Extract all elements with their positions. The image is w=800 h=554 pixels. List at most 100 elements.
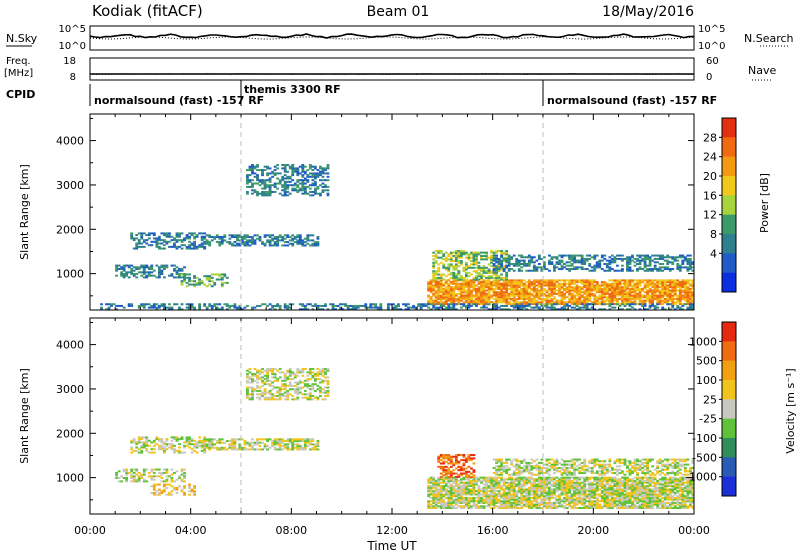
echo-cell [545,303,549,306]
echo-cell [225,440,229,443]
echo-cell [447,498,451,501]
echo-cell [157,274,161,277]
echo-cell [618,281,622,284]
echo-cell [376,306,380,309]
echo-cell [278,398,282,401]
echo-cell [492,476,496,479]
echo-cell [537,294,541,297]
echo-cell [256,441,259,444]
echo-cell [615,282,619,285]
echo-cell [462,303,466,306]
echo-cell [671,306,675,309]
echo-cell [515,485,519,488]
echo-cell [429,281,433,284]
echo-cell [356,306,360,309]
colorbar-segment [722,176,736,196]
echo-cell [560,299,564,302]
echo-cell [570,301,574,304]
echo-cell [142,264,146,267]
echo-cell [472,261,476,264]
echo-cell [520,281,524,284]
echo-cell [475,258,478,261]
echo-cell [157,471,161,474]
echo-cell [553,292,556,295]
echo-cell [522,286,526,289]
echo-cell [525,286,529,289]
echo-cell [467,301,471,304]
echo-cell [668,299,672,302]
echo-cell [613,289,617,292]
echo-cell [598,297,602,300]
echo-cell [553,289,556,292]
echo-cell [512,506,516,509]
echo-cell [278,443,282,446]
echo-cell [266,179,269,182]
echo-cell [434,282,438,285]
echo-cell [472,500,476,503]
echo-cell [195,276,199,279]
echo-cell [565,268,569,271]
echo-cell [313,378,317,381]
echo-cell [495,265,498,268]
echo-cell [633,301,637,304]
echo-cell [482,476,486,479]
echo-cell [142,471,146,474]
echo-cell [510,493,514,496]
echo-cell [150,306,154,309]
echo-cell [301,308,305,311]
echo-cell [449,500,453,503]
echo-cell [464,297,468,300]
echo-cell [472,483,476,486]
echo-cell [505,286,509,289]
echo-cell [439,249,443,252]
echo-cell [180,451,184,454]
echo-cell [130,451,134,454]
echo-cell [198,439,202,442]
echo-cell [462,481,466,484]
echo-cell [543,256,546,259]
echo-cell [500,264,504,267]
echo-cell [268,438,272,441]
echo-cell [459,506,463,509]
echo-cell [437,273,441,276]
echo-cell [296,396,300,399]
echo-cell [162,264,166,267]
echo-cell [626,303,629,306]
echo-cell [497,491,501,494]
echo-cell [485,505,488,508]
echo-cell [633,294,637,297]
echo-cell [520,291,524,294]
echo-cell [482,299,486,302]
echo-cell [578,302,582,305]
echo-cell [653,279,657,282]
echo-cell [487,478,491,481]
echo-cell [157,475,161,478]
echo-cell [155,303,159,306]
echo-cell [444,505,448,508]
echo-cell [515,480,519,483]
echo-cell [447,291,451,294]
echo-cell [132,449,136,452]
echo-cell [490,498,493,501]
echo-cell [130,303,134,306]
echo-cell [558,287,561,290]
echo-cell [515,498,519,501]
echo-cell [208,303,212,306]
echo-cell [288,441,292,444]
echo-cell [548,269,551,272]
echo-cell [464,281,468,284]
echo-cell [525,505,529,508]
echo-cell [492,297,496,300]
echo-cell [507,498,511,501]
echo-cell [273,308,277,311]
echo-cell [532,299,536,302]
echo-cell [344,304,347,307]
echo-cell [480,255,483,257]
echo-cell [522,485,526,488]
echo-cell [535,294,539,297]
echo-cell [278,389,282,392]
echo-cell [150,304,154,307]
echo-cell [152,483,156,486]
echo-cell [439,505,443,508]
echo-cell [326,381,330,384]
